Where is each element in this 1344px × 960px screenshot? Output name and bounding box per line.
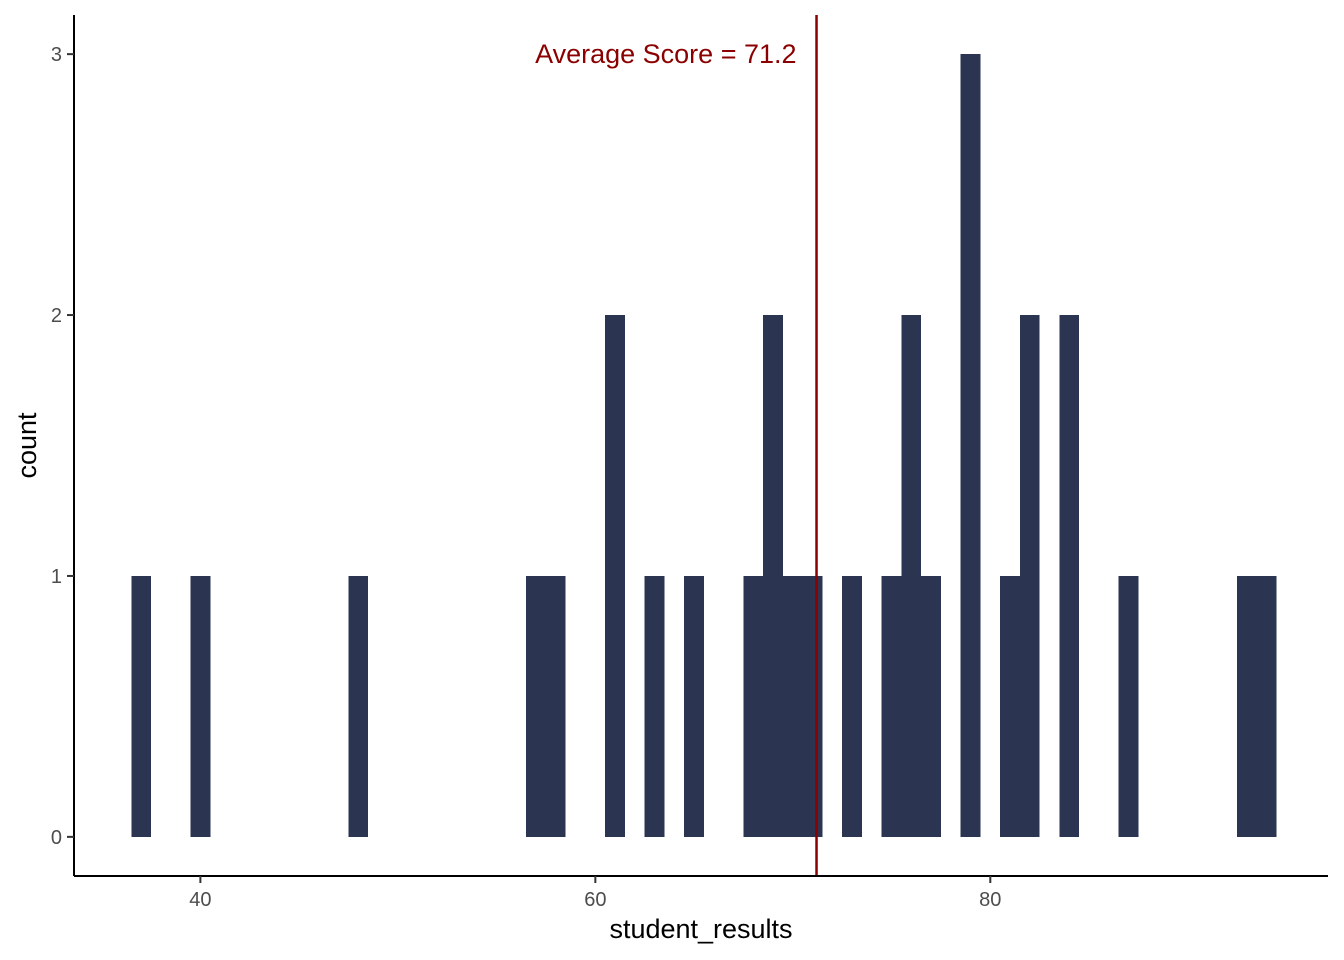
histogram-bar (1256, 575, 1277, 837)
histogram-bar (763, 315, 783, 837)
y-tick-label: 3 (51, 44, 62, 66)
histogram-bar (782, 575, 803, 837)
histogram-bar (644, 575, 665, 837)
x-tick-label: 60 (584, 889, 606, 911)
histogram-bar (1000, 575, 1020, 837)
histogram-bar (1118, 575, 1139, 837)
x-tick-label: 80 (979, 889, 1001, 911)
histogram-bar (881, 575, 902, 837)
histogram-bar (1237, 575, 1257, 837)
x-tick-label: 40 (189, 889, 211, 911)
x-axis-title: student_results (609, 914, 792, 944)
x-axis-ticks: 40 60 80 (189, 876, 1001, 911)
histogram-bar (684, 575, 704, 837)
histogram-bars (131, 54, 1277, 837)
histogram-bar (545, 575, 566, 837)
y-tick-label: 2 (51, 305, 62, 327)
histogram-bar (131, 575, 152, 837)
histogram-bar (605, 315, 625, 837)
y-tick-label: 1 (51, 566, 62, 588)
y-axis-ticks: 0 1 2 3 (51, 44, 74, 849)
histogram-bar (1019, 315, 1040, 837)
histogram-bar (348, 575, 369, 837)
histogram-bar (921, 575, 941, 837)
histogram-bar (960, 54, 981, 837)
y-axis-title: count (12, 412, 42, 479)
histogram-bar (802, 575, 823, 837)
average-score-annotation: Average Score = 71.2 (535, 39, 796, 69)
histogram-bar (526, 575, 546, 837)
histogram-bar (1059, 315, 1080, 837)
histogram-bar (901, 315, 922, 837)
histogram-bar (743, 575, 764, 837)
y-tick-label: 0 (51, 827, 62, 849)
histogram-bar (190, 575, 211, 837)
histogram-bar (842, 575, 862, 837)
